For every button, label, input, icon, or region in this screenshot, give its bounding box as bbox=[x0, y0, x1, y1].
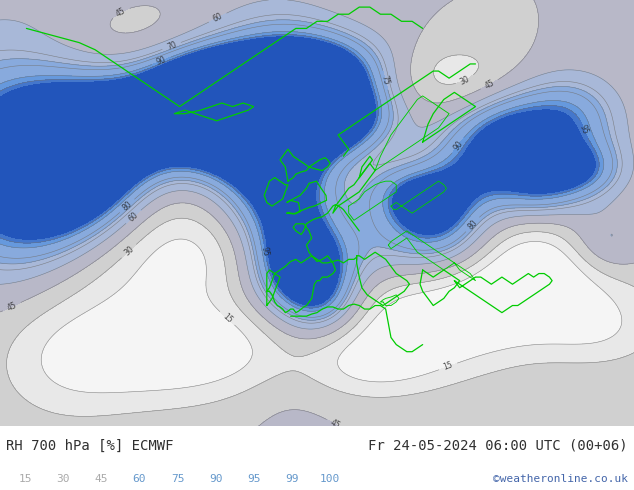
Text: Fr 24-05-2024 06:00 UTC (00+06): Fr 24-05-2024 06:00 UTC (00+06) bbox=[368, 439, 628, 452]
Text: 45: 45 bbox=[114, 6, 127, 19]
Text: 15: 15 bbox=[18, 473, 32, 484]
Text: 80: 80 bbox=[120, 199, 134, 213]
Text: 95: 95 bbox=[247, 473, 261, 484]
Text: 30: 30 bbox=[56, 473, 70, 484]
Text: 100: 100 bbox=[320, 473, 340, 484]
Text: 95: 95 bbox=[578, 123, 590, 136]
Text: 75: 75 bbox=[380, 74, 391, 86]
Text: 90: 90 bbox=[155, 55, 167, 67]
Text: ©weatheronline.co.uk: ©weatheronline.co.uk bbox=[493, 473, 628, 484]
Text: 45: 45 bbox=[5, 300, 18, 313]
Text: 90: 90 bbox=[209, 473, 223, 484]
Text: 45: 45 bbox=[483, 78, 496, 91]
Text: 45: 45 bbox=[329, 418, 342, 430]
Text: 60: 60 bbox=[211, 11, 224, 24]
Text: 60: 60 bbox=[133, 473, 146, 484]
Text: 60: 60 bbox=[127, 210, 140, 223]
Text: 15: 15 bbox=[221, 312, 234, 325]
Text: 80: 80 bbox=[466, 218, 479, 231]
Text: 90: 90 bbox=[451, 139, 465, 152]
Text: 95: 95 bbox=[260, 245, 270, 257]
Text: 30: 30 bbox=[122, 245, 136, 258]
Text: 75: 75 bbox=[171, 473, 184, 484]
Text: 45: 45 bbox=[94, 473, 108, 484]
Text: 30: 30 bbox=[459, 74, 472, 86]
Text: 99: 99 bbox=[285, 473, 299, 484]
Text: RH 700 hPa [%] ECMWF: RH 700 hPa [%] ECMWF bbox=[6, 439, 174, 452]
Text: 70: 70 bbox=[165, 40, 178, 52]
Text: 15: 15 bbox=[442, 361, 454, 372]
